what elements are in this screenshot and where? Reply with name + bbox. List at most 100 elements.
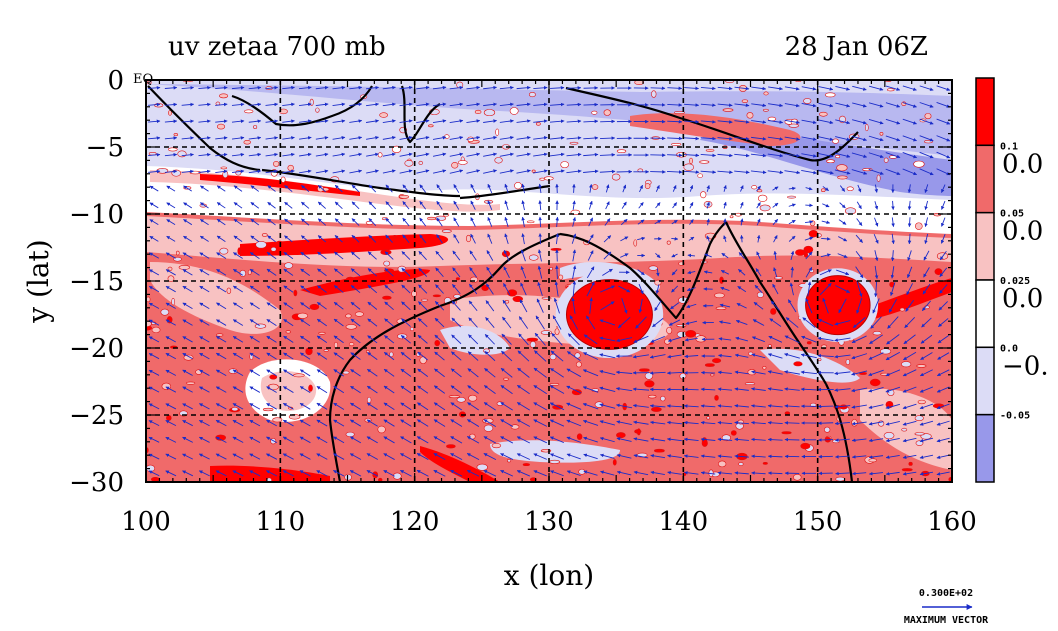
wind-vector [583, 169, 599, 174]
wind-vector [231, 136, 245, 140]
wind-vector [199, 302, 210, 310]
wind-vector [200, 185, 209, 192]
wind-vector [165, 453, 177, 460]
speckle [730, 430, 737, 436]
wind-vector [350, 285, 361, 294]
strong-streak-mid [240, 234, 449, 256]
wind-vector [233, 252, 243, 259]
wind-vector [298, 85, 312, 90]
speckle [644, 183, 651, 190]
wind-vector [599, 319, 616, 326]
wind-vector [400, 419, 412, 427]
wind-vector [267, 218, 276, 226]
speckle [714, 395, 719, 401]
speckle [226, 287, 232, 294]
coast-carpentaria [559, 221, 727, 320]
wind-vector [632, 387, 650, 391]
wind-vector [248, 136, 262, 140]
wind-vector [300, 285, 311, 293]
wind-vector [436, 234, 443, 244]
wind-vector [483, 436, 497, 444]
speckle [845, 359, 851, 365]
speckle [171, 298, 176, 306]
wind-vector [434, 334, 445, 344]
wind-vector [633, 470, 649, 476]
speckle [441, 229, 452, 233]
wind-vector [533, 102, 548, 107]
wind-vector [655, 252, 661, 259]
wind-vector [384, 251, 394, 260]
wind-vector [616, 437, 632, 442]
wind-vector [299, 119, 312, 123]
speckle [309, 98, 314, 106]
coast-australia [328, 232, 561, 482]
wind-vector [555, 265, 559, 279]
wind-vector [632, 354, 649, 359]
vortex-cores [555, 268, 879, 359]
speckle [549, 267, 553, 271]
speckle [569, 141, 579, 145]
wind-vector [182, 470, 194, 477]
wind-vector [466, 135, 481, 140]
wind-vector [283, 251, 294, 260]
wind-vector [385, 217, 393, 227]
wind-vector [149, 235, 159, 242]
wind-vector [449, 169, 464, 174]
wind-vector [650, 86, 666, 90]
wind-vector [249, 285, 260, 293]
colorbar-side-label: 0.0 [1002, 149, 1043, 179]
wind-vector [469, 250, 477, 261]
speckle [633, 239, 638, 247]
speckle [591, 110, 598, 115]
wind-vector [216, 319, 227, 326]
speckle [699, 160, 710, 164]
wind-vector [451, 351, 462, 361]
coast-java [261, 168, 461, 198]
wind-vector [198, 152, 211, 157]
wind-vector [317, 302, 327, 310]
colorbar-side-label: 0.0 [1002, 284, 1043, 314]
wind-vector [551, 332, 563, 346]
wind-vector [432, 152, 447, 157]
wind-vector [216, 218, 226, 226]
wind-vector [582, 403, 599, 410]
wind-vector [366, 402, 378, 410]
speckle [468, 394, 478, 402]
wind-vector [533, 453, 547, 460]
wind-vector [249, 419, 261, 427]
speckle [934, 268, 943, 276]
wind-vector [165, 470, 177, 477]
wind-vector [367, 368, 378, 377]
wind-vector [550, 86, 565, 90]
wind-vector [487, 183, 493, 194]
wind-vector [637, 219, 645, 225]
speckle [660, 395, 666, 402]
wind-vector [483, 419, 497, 427]
wind-vector [501, 350, 513, 362]
speckle [267, 383, 279, 391]
wind-vector [484, 368, 496, 378]
speckle [859, 372, 867, 375]
speckle [305, 347, 313, 356]
wind-vector [487, 233, 493, 244]
speckle [540, 330, 552, 335]
wind-vector [265, 119, 279, 123]
wind-vector [266, 268, 277, 276]
wind-vector [232, 335, 244, 343]
wind-vector [367, 251, 377, 260]
speckle [837, 175, 848, 180]
wind-vector [284, 235, 293, 243]
wind-vector [504, 233, 509, 245]
wind-vector [639, 184, 643, 193]
wind-vector [350, 419, 362, 427]
speckle [539, 177, 546, 181]
wind-vector [333, 419, 345, 427]
wind-vector [550, 367, 564, 378]
wind-vector [484, 334, 495, 345]
wind-vector [282, 402, 294, 410]
speckle [916, 364, 927, 368]
wind-vector [436, 217, 443, 227]
wind-vector [232, 319, 244, 326]
wind-vector [299, 470, 311, 477]
wind-vector [589, 297, 593, 314]
